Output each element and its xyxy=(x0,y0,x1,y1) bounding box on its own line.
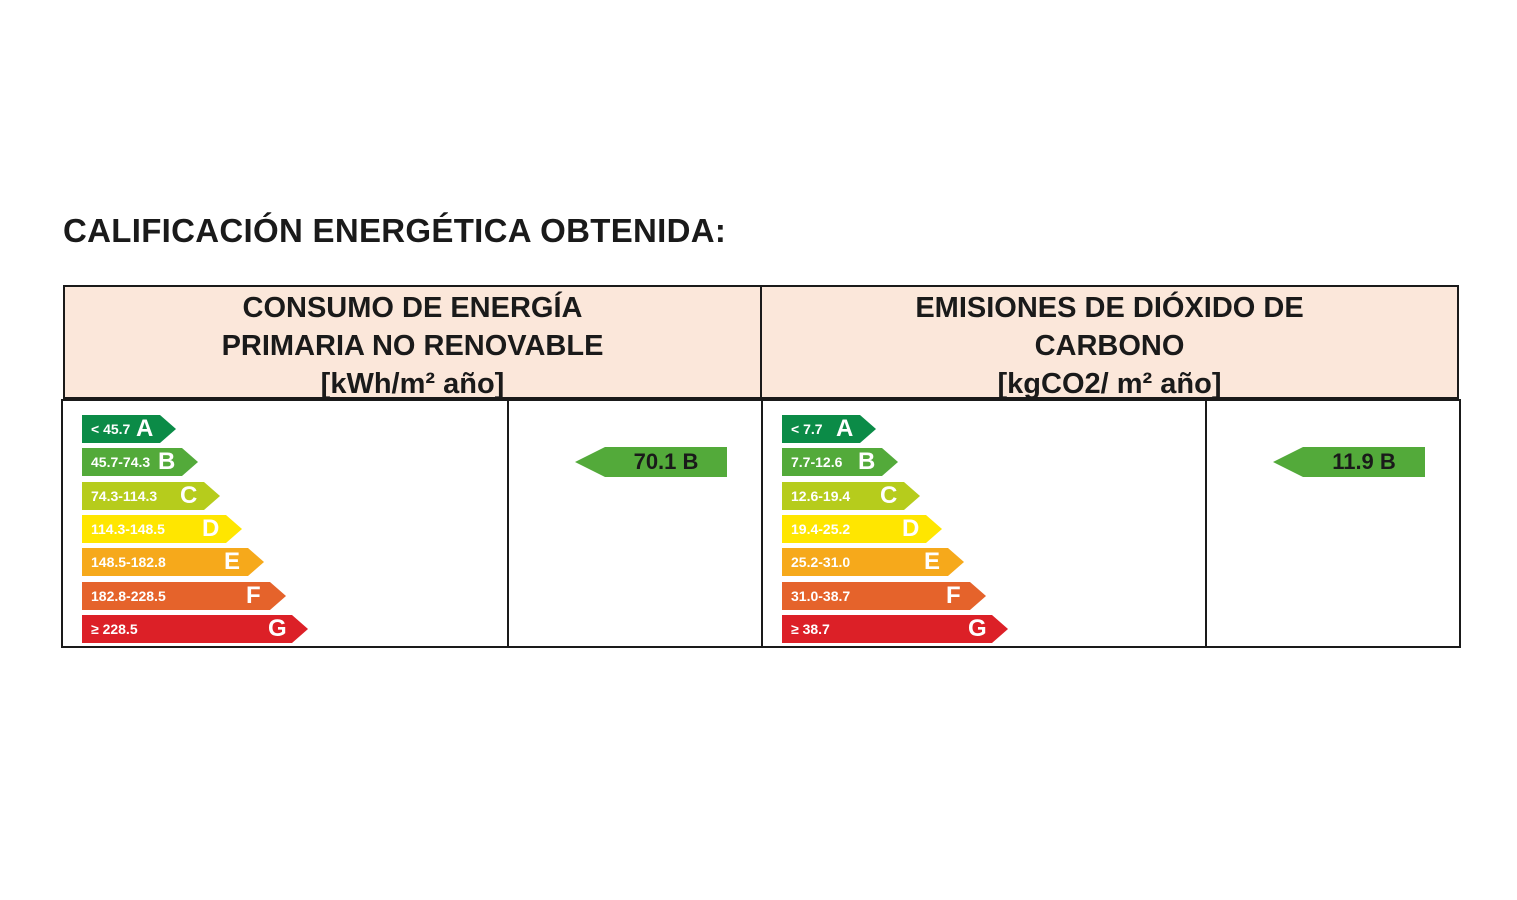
co2-band-letter: F xyxy=(946,581,961,609)
energy-band-range: 74.3-114.3 xyxy=(91,487,158,504)
energy-band-range: ≥ 228.5 xyxy=(91,620,138,637)
energy-band-g: ≥ 228.5 G xyxy=(82,614,308,643)
co2-header-line-1: EMISIONES DE DIÓXIDO DE xyxy=(915,292,1304,324)
energy-band-letter: D xyxy=(202,514,220,542)
co2-emissions-header: EMISIONES DE DIÓXIDO DE CARBONO [kgCO2/ … xyxy=(760,285,1459,400)
energy-band-range: 114.3-148.5 xyxy=(91,520,165,537)
co2-band-d: 19.4-25.2 D xyxy=(782,514,942,543)
energy-band-range: 182.8-228.5 xyxy=(91,587,166,604)
co2-band-letter: D xyxy=(902,514,920,542)
co2-band-g: ≥ 38.7 G xyxy=(782,614,1008,643)
energy-band-letter: B xyxy=(158,448,176,476)
energy-band-d: 114.3-148.5 D xyxy=(82,514,242,543)
co2-band-d-arrow xyxy=(782,514,942,543)
energy-band-g-arrow xyxy=(82,614,308,643)
co2-result-arrow: 11.9 B xyxy=(1273,447,1425,477)
co2-band-b-arrow xyxy=(782,448,898,477)
energy-result-arrow-shape xyxy=(575,447,727,477)
co2-result-cell: 11.9 B xyxy=(1205,399,1461,648)
energy-result-cell: 70.1 B xyxy=(507,399,763,648)
energy-band-letter: C xyxy=(180,481,198,509)
energy-result-value: 70.1 B xyxy=(633,449,699,474)
energy-band-letter: F xyxy=(246,581,261,609)
energy-header-line-1: CONSUMO DE ENERGÍA xyxy=(242,292,583,324)
energy-band-e: 148.5-182.8 E xyxy=(82,548,264,577)
co2-header-unit: [kgCO2/ m² año] xyxy=(997,368,1222,400)
co2-band-range: 31.0-38.7 xyxy=(791,587,851,604)
energy-band-a-arrow xyxy=(82,415,176,443)
energy-band-letter: G xyxy=(268,614,287,642)
energy-band-c-arrow xyxy=(82,481,220,510)
energy-band-letter: A xyxy=(136,415,154,442)
co2-header-line-2: CARBONO xyxy=(1034,330,1185,362)
co2-band-range: ≥ 38.7 xyxy=(791,620,830,637)
co2-rating-scale: < 7.7 A 7.7-12.6 B 12.6-19.4 C 19.4-25.2 D 25.2-… xyxy=(761,399,1207,648)
co2-band-a-arrow xyxy=(782,415,876,443)
co2-band-c: 12.6-19.4 C xyxy=(782,481,920,510)
co2-result-arrow-shape xyxy=(1273,447,1425,477)
energy-band-letter: E xyxy=(224,548,241,576)
energy-band-b: 45.7-74.3 B xyxy=(82,448,198,477)
co2-band-letter: E xyxy=(924,548,941,576)
co2-band-letter: B xyxy=(858,448,876,476)
energy-band-c: 74.3-114.3 C xyxy=(82,481,220,510)
co2-band-b: 7.7-12.6 B xyxy=(782,448,898,477)
energy-header-unit: [kWh/m² año] xyxy=(320,368,505,400)
co2-band-c-arrow xyxy=(782,481,920,510)
energy-band-range: 45.7-74.3 xyxy=(91,454,151,471)
co2-band-e-arrow xyxy=(782,548,964,577)
energy-band-range: < 45.7 xyxy=(91,421,131,437)
energy-band-d-arrow xyxy=(82,514,242,543)
co2-band-g-arrow xyxy=(782,614,1008,643)
energy-band-b-arrow xyxy=(82,448,198,477)
energy-consumption-header: CONSUMO DE ENERGÍA PRIMARIA NO RENOVABLE… xyxy=(63,285,762,400)
energy-header-line-2: PRIMARIA NO RENOVABLE xyxy=(221,330,604,362)
page-title: CALIFICACIÓN ENERGÉTICA OBTENIDA: xyxy=(63,212,727,249)
co2-result-value: 11.9 B xyxy=(1332,449,1396,474)
energy-band-a: < 45.7 A xyxy=(82,415,176,443)
energy-result-arrow: 70.1 B xyxy=(575,447,727,477)
co2-band-e: 25.2-31.0 E xyxy=(782,548,964,577)
co2-band-letter: G xyxy=(968,614,987,642)
co2-band-range: 25.2-31.0 xyxy=(791,554,851,571)
co2-band-range: 12.6-19.4 xyxy=(791,487,851,504)
energy-band-e-arrow xyxy=(82,548,264,577)
co2-band-range: 7.7-12.6 xyxy=(791,454,843,471)
co2-band-range: 19.4-25.2 xyxy=(791,520,851,537)
co2-band-a: < 7.7 A xyxy=(782,415,876,443)
co2-band-f-arrow xyxy=(782,581,986,610)
co2-band-f: 31.0-38.7 F xyxy=(782,581,986,610)
co2-band-letter: A xyxy=(836,415,854,442)
energy-rating-scale: < 45.7 A 45.7-74.3 B 74.3-114.3 C 114.3-148.5 D… xyxy=(61,399,509,648)
co2-band-range: < 7.7 xyxy=(791,421,823,437)
co2-band-letter: C xyxy=(880,481,898,509)
energy-band-range: 148.5-182.8 xyxy=(91,554,166,571)
energy-band-f: 182.8-228.5 F xyxy=(82,581,286,610)
energy-band-f-arrow xyxy=(82,581,286,610)
